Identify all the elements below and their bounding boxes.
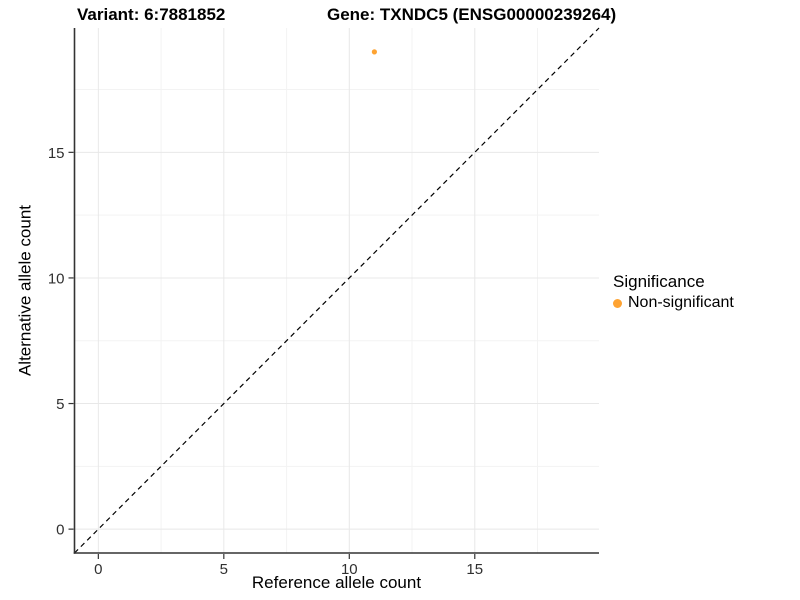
legend-title: Significance	[613, 272, 705, 291]
y-axis-tick-label: 10	[48, 270, 65, 287]
x-axis-tick-label: 10	[341, 561, 358, 578]
identity-reference-line	[74, 27, 600, 554]
y-axis-tick-label: 15	[48, 145, 65, 162]
y-axis-tick-label: 0	[56, 522, 64, 539]
y-axis-tick-label: 5	[56, 396, 64, 413]
x-axis-tick-label: 0	[94, 561, 102, 578]
legend-point-icon	[613, 298, 622, 308]
plot-title-gene: Gene: TXNDC5 (ENSG00000239264)	[327, 5, 617, 24]
legend: Significance Non-significant	[613, 272, 734, 312]
x-axis-tick-label: 15	[466, 561, 483, 578]
data-point	[371, 49, 377, 55]
legend-item-non-significant: Non-significant	[613, 294, 734, 312]
x-axis-title: Reference allele count	[251, 573, 422, 592]
plot-title-variant: Variant: 6:7881852	[77, 5, 226, 24]
x-axis-tick-label: 5	[220, 561, 228, 578]
y-axis-title: Alternative allele count	[15, 204, 35, 377]
legend-item-label: Non-significant	[628, 294, 734, 311]
